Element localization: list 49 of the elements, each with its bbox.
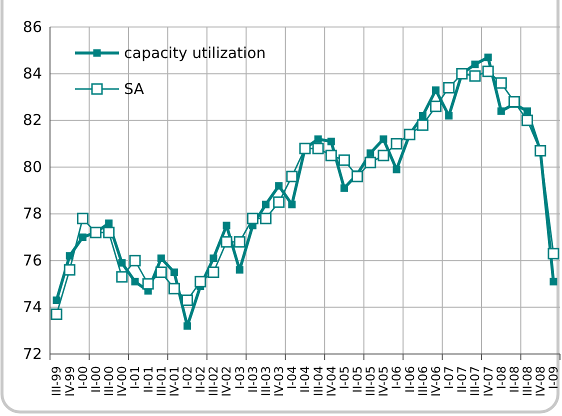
y-tick-label: 82 xyxy=(22,111,42,130)
y-tick-label: 84 xyxy=(22,64,42,83)
y-tick-label: 80 xyxy=(22,158,42,176)
x-tick-label: II-04 xyxy=(298,366,312,393)
x-tick-label: I-05 xyxy=(337,366,352,390)
x-tick-label: III-04 xyxy=(311,366,326,396)
x-tick-label: III-07 xyxy=(468,366,482,396)
y-tick-label: 76 xyxy=(22,251,42,270)
y-tick-label: 74 xyxy=(22,298,42,316)
x-tick-label: II-02 xyxy=(194,366,208,393)
x-tick-label: II-05 xyxy=(350,366,365,393)
x-tick-label: II-06 xyxy=(402,366,417,393)
x-tick-label: I-01 xyxy=(128,366,142,390)
x-tick-label: IV-08 xyxy=(534,366,548,397)
y-tick-label: 78 xyxy=(22,204,42,223)
x-tick-label: II-01 xyxy=(141,366,156,393)
x-tick-label: II-07 xyxy=(455,366,470,393)
x-tick-label: III-03 xyxy=(258,366,273,396)
x-tick-label: IV-06 xyxy=(428,366,443,397)
x-tick-label: IV-03 xyxy=(272,366,286,397)
x-tick-label: III-00 xyxy=(102,366,116,396)
x-tick-label: III-05 xyxy=(364,366,378,396)
x-tick-label: I-09 xyxy=(546,366,561,390)
x-tick-label: I-00 xyxy=(76,366,90,390)
legend-label: SA xyxy=(124,80,145,98)
legend-label: capacity utilization xyxy=(124,44,266,62)
x-tick-label: III-06 xyxy=(416,366,430,396)
x-tick-label: II-08 xyxy=(507,366,522,393)
x-tick-label: I-03 xyxy=(232,366,247,390)
x-tick-label: I-08 xyxy=(494,366,508,390)
x-tick-label: III-99 xyxy=(50,366,64,396)
x-tick-label: I-07 xyxy=(442,366,456,390)
x-tick-label: IV-07 xyxy=(481,366,496,397)
x-tick-label: I-02 xyxy=(180,366,195,390)
x-tick-label: III-02 xyxy=(206,366,221,396)
x-tick-label: IV-04 xyxy=(324,366,338,397)
x-tick-label: II-03 xyxy=(246,366,260,393)
x-tick-label: II-00 xyxy=(88,366,103,393)
y-tick-label: 86 xyxy=(22,18,42,36)
x-tick-label: IV-00 xyxy=(115,366,130,397)
x-tick-label: IV-05 xyxy=(376,366,391,397)
x-tick-label: IV-02 xyxy=(220,366,234,397)
x-tick-label: III-08 xyxy=(520,366,535,396)
x-tick-label: III-01 xyxy=(154,366,168,396)
x-tick-label: I-06 xyxy=(390,366,404,390)
x-tick-label: I-04 xyxy=(285,366,300,390)
x-tick-label: IV-99 xyxy=(62,366,77,397)
y-tick-label: 72 xyxy=(22,344,42,363)
x-tick-label: IV-01 xyxy=(167,366,182,397)
